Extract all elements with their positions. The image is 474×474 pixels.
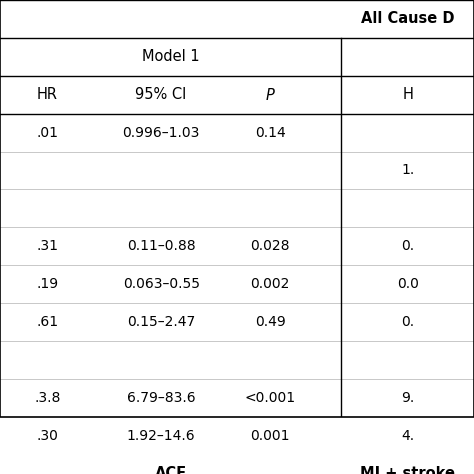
Text: 0.0: 0.0 (397, 277, 419, 291)
Text: 4.: 4. (401, 428, 414, 443)
Text: .31: .31 (36, 239, 58, 253)
Text: .3.8: .3.8 (34, 391, 61, 405)
Text: 0.14: 0.14 (255, 126, 285, 140)
Text: MI + stroke: MI + stroke (360, 466, 455, 474)
Text: Model 1: Model 1 (142, 49, 200, 64)
Text: HR: HR (37, 87, 58, 102)
Text: 0.996–1.03: 0.996–1.03 (122, 126, 200, 140)
Text: 0.: 0. (401, 315, 414, 329)
Text: 0.49: 0.49 (255, 315, 285, 329)
Text: 0.001: 0.001 (250, 428, 290, 443)
Text: .61: .61 (36, 315, 58, 329)
Text: All Cause D: All Cause D (361, 11, 455, 27)
Text: .30: .30 (36, 428, 58, 443)
Text: $P$: $P$ (265, 87, 275, 103)
Text: .19: .19 (36, 277, 58, 291)
Text: 95% CI: 95% CI (136, 87, 187, 102)
Text: 6.79–83.6: 6.79–83.6 (127, 391, 195, 405)
Text: 1.92–14.6: 1.92–14.6 (127, 428, 195, 443)
Text: 0.063–0.55: 0.063–0.55 (123, 277, 200, 291)
Text: .01: .01 (36, 126, 58, 140)
Text: 0.11–0.88: 0.11–0.88 (127, 239, 195, 253)
Text: 9.: 9. (401, 391, 414, 405)
Text: 0.: 0. (401, 239, 414, 253)
Text: H: H (402, 87, 413, 102)
Text: 0.15–2.47: 0.15–2.47 (127, 315, 195, 329)
Text: <0.001: <0.001 (245, 391, 296, 405)
Text: 1.: 1. (401, 164, 414, 177)
Text: ACE: ACE (155, 466, 187, 474)
Text: 0.002: 0.002 (250, 277, 290, 291)
Text: 0.028: 0.028 (250, 239, 290, 253)
